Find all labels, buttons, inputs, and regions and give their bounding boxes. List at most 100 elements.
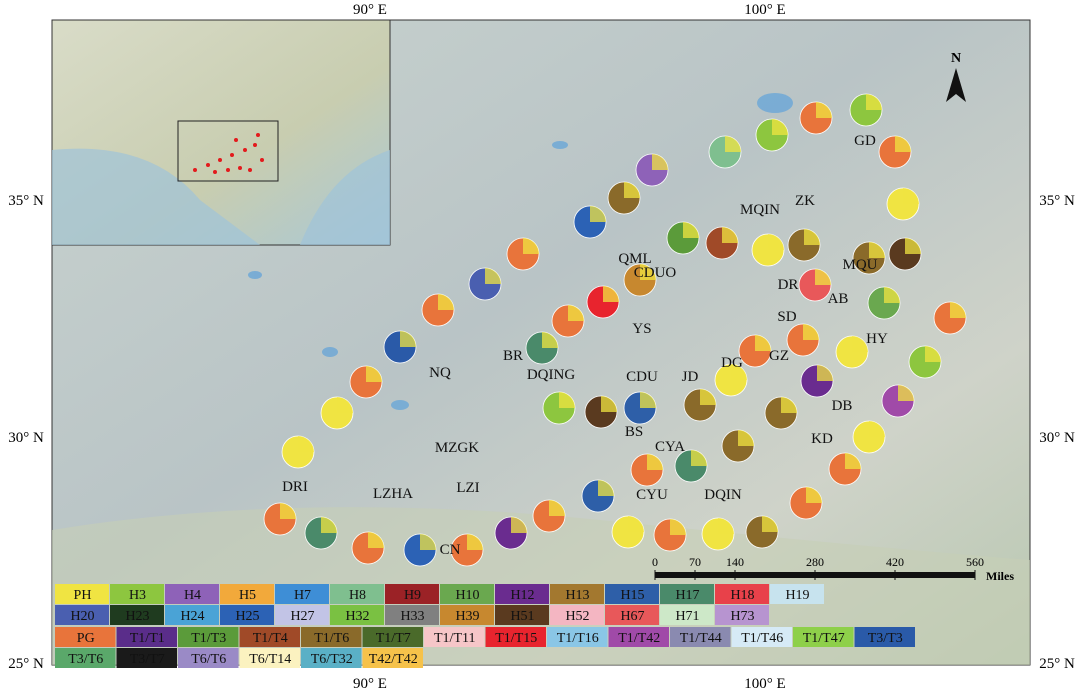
pie-slice — [467, 534, 483, 550]
legend-swatch — [165, 605, 219, 625]
legend-label: H19 — [785, 588, 809, 603]
pie-slice — [368, 532, 384, 548]
legend-label: H32 — [345, 609, 369, 624]
legend-label: H23 — [125, 609, 149, 624]
population-label: SD — [777, 309, 796, 325]
pie-slice — [866, 94, 882, 110]
legend-label: T1/T1 — [130, 631, 165, 646]
pie-slice — [895, 136, 911, 152]
legend-label: H4 — [184, 588, 201, 603]
pie-slice — [549, 500, 565, 516]
legend-swatch — [55, 627, 116, 647]
legend-label: H33 — [400, 609, 424, 624]
legend-swatch — [55, 648, 116, 668]
pie-slice — [598, 480, 614, 496]
scale-tick-label: 140 — [726, 555, 744, 569]
legend-label: H27 — [290, 609, 314, 624]
legend-swatch — [605, 584, 659, 604]
legend-label: H15 — [620, 588, 644, 603]
pie-slice — [523, 238, 539, 254]
population-label: GD — [854, 133, 876, 149]
legend-label: H3 — [129, 588, 146, 603]
legend-swatch — [670, 627, 731, 647]
population-label: CDUO — [634, 265, 677, 281]
legend-swatch — [495, 584, 549, 604]
legend-label: T1/T16 — [557, 631, 599, 646]
scale-tick-label: 70 — [689, 555, 701, 569]
population-label: DQIN — [704, 487, 742, 503]
legend-swatch — [301, 627, 362, 647]
longitude-label: 90° E — [353, 676, 387, 692]
legend-label: H39 — [455, 609, 479, 624]
legend-swatch — [362, 648, 423, 668]
pie-slice — [781, 397, 797, 413]
population-label: CN — [440, 542, 461, 558]
legend-swatch — [385, 584, 439, 604]
latitude-label: 25° N — [1039, 656, 1075, 672]
legend-label: T1/T6 — [314, 631, 349, 646]
population-label: MZGK — [435, 440, 479, 456]
pie-slice — [804, 229, 820, 245]
pie-slice — [683, 222, 699, 238]
pie-slice — [772, 119, 788, 135]
legend-swatch — [178, 648, 239, 668]
pie-slice — [903, 188, 919, 204]
legend-swatch — [715, 584, 769, 604]
population-label: GZ — [769, 348, 789, 364]
population-label: AB — [828, 291, 849, 307]
pie-slice — [640, 264, 656, 280]
population-label: DRI — [282, 479, 308, 495]
scale-tick-label: 420 — [886, 555, 904, 569]
legend-label: H24 — [180, 609, 204, 624]
legend-swatch — [424, 627, 485, 647]
population-label: LZHA — [373, 486, 413, 502]
population-label: BR — [503, 348, 523, 364]
legend-label: T3/T6 — [68, 652, 103, 667]
legend-label: PH — [74, 588, 92, 603]
population-label: DR — [778, 277, 799, 293]
legend-label: T42/T42 — [369, 652, 418, 667]
inset-map — [51, 19, 391, 246]
legend-label: T1/T3 — [191, 631, 226, 646]
pie-slice — [601, 396, 617, 412]
legend-swatch — [239, 648, 300, 668]
pie-charts — [263, 93, 967, 567]
legend-swatch — [275, 605, 329, 625]
pie-slice — [647, 454, 663, 470]
latitude-label: 25° N — [8, 656, 44, 672]
legend-label: T6/T6 — [191, 652, 226, 667]
compass-label: N — [951, 51, 961, 66]
pie-slice — [725, 136, 741, 152]
legend-label: T1/T11 — [434, 631, 475, 646]
pie-slice — [738, 430, 754, 446]
legend-swatch — [362, 627, 423, 647]
legend-swatch — [330, 584, 384, 604]
population-label: ZK — [795, 193, 815, 209]
legend-swatch — [660, 584, 714, 604]
legend-label: H73 — [730, 609, 754, 624]
pie-slice — [366, 366, 382, 382]
pie-slice — [603, 286, 619, 302]
population-label: HY — [866, 331, 888, 347]
legend-label: H71 — [675, 609, 699, 624]
legend-swatch — [485, 627, 546, 647]
pie-slice — [806, 487, 822, 503]
pie-slice — [400, 331, 416, 347]
population-label: LZI — [456, 480, 479, 496]
legend-label: H10 — [455, 588, 479, 603]
population-label: YS — [632, 321, 651, 337]
pie-slice — [755, 335, 771, 351]
legend-label: T1/T46 — [741, 631, 783, 646]
legend-label: T6/T32 — [311, 652, 353, 667]
legend-label: H7 — [294, 588, 311, 603]
pie-slice — [691, 450, 707, 466]
pie-slice — [718, 518, 734, 534]
scale-unit: Miles — [986, 569, 1014, 583]
pie-slice — [815, 269, 831, 285]
legend-swatch — [440, 584, 494, 604]
longitude-label: 100° E — [744, 2, 785, 18]
population-label: CYA — [655, 439, 685, 455]
pie-slice — [670, 519, 686, 535]
legend-swatch — [854, 627, 915, 647]
